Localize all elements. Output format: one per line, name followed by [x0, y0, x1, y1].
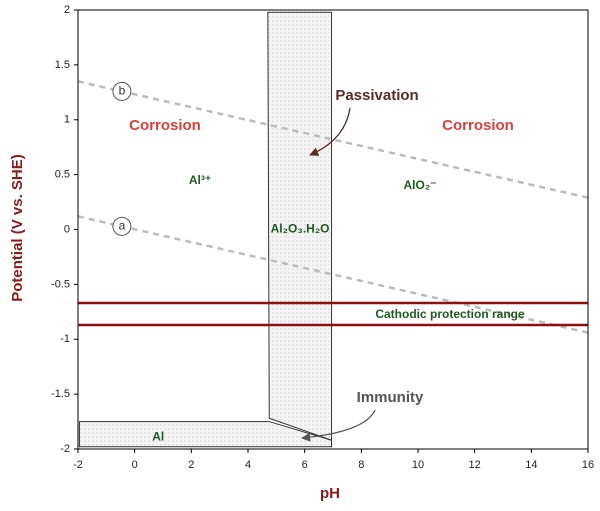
- line-name: a: [119, 219, 126, 233]
- region: [78, 421, 333, 448]
- x-tick-label: 4: [245, 459, 251, 471]
- x-tick-label: -2: [73, 459, 83, 471]
- plot-area: [78, 11, 333, 448]
- arrow: [309, 107, 351, 156]
- region-label: Al: [152, 430, 164, 444]
- plot-frame: [77, 9, 589, 450]
- line-marker: [112, 216, 132, 236]
- y-tick-label: -2: [60, 443, 70, 455]
- x-tick-label: 0: [132, 459, 138, 471]
- annotation: Immunity: [357, 389, 424, 406]
- line-name: b: [119, 84, 126, 98]
- y-tick-label: 1: [64, 114, 70, 126]
- x-tick-label: 8: [358, 459, 364, 471]
- x-tick-label: 12: [469, 459, 481, 471]
- arrow: [301, 409, 376, 442]
- annotation: Al³⁺: [189, 173, 211, 187]
- y-tick-label: 2: [64, 4, 70, 16]
- x-tick-label: 16: [582, 459, 594, 471]
- y-tick-label: 0.5: [55, 169, 70, 181]
- region-label: Al₂O₃.H₂O: [271, 222, 330, 236]
- annotation: Corrosion: [129, 117, 201, 134]
- y-tick-label: 1.5: [55, 59, 70, 71]
- y-axis-label: Potential (V vs. SHE): [9, 154, 26, 302]
- band-label: Cathodic protection range: [375, 307, 525, 321]
- x-tick-label: 10: [412, 459, 424, 471]
- y-tick-label: -0.5: [51, 278, 70, 290]
- annotation: Passivation: [335, 87, 418, 104]
- y-tick-label: 0: [64, 223, 70, 235]
- annotation: AlO₂⁻: [404, 178, 437, 192]
- x-tick-label: 6: [302, 459, 308, 471]
- line-marker: [112, 81, 132, 101]
- y-tick-label: -1: [60, 333, 70, 345]
- annotation: Corrosion: [442, 117, 514, 134]
- y-tick-label: -1.5: [51, 388, 70, 400]
- x-axis-label: pH: [320, 485, 340, 502]
- line: [77, 80, 589, 199]
- x-tick-label: 14: [525, 459, 537, 471]
- x-tick-label: 2: [188, 459, 194, 471]
